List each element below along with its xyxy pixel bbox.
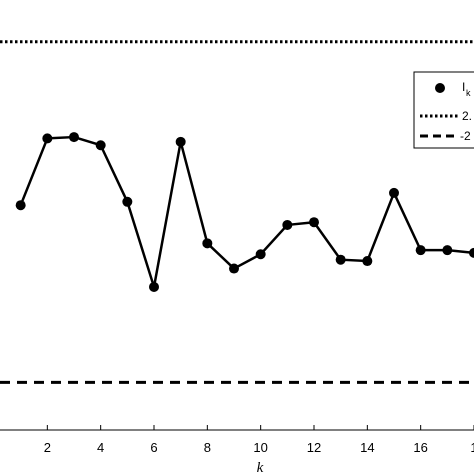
x-tick-label: 2 [44,440,51,455]
x-tick-label: 10 [253,440,267,455]
x-tick-label: 16 [413,440,427,455]
data-point [69,132,79,143]
data-point [15,200,26,211]
x-tick-label: 8 [204,440,211,455]
x-tick-label: 6 [150,440,157,455]
data-point [335,254,346,265]
series-group [15,132,474,292]
data-point [415,245,426,256]
legend-box [413,71,474,149]
series-line-ik [19,135,474,289]
data-point [175,136,186,147]
x-tick-label: 1 [470,440,474,455]
data-point [362,256,373,267]
legend-label-lower: -2 [460,129,471,143]
data-point [389,187,399,198]
legend-label-ik: I [462,80,465,94]
data-point [229,263,239,274]
data-point [202,238,213,249]
data-point [149,281,159,292]
legend-marker-ik [435,83,445,93]
x-tick-label: 12 [307,440,321,455]
x-ticks: 2 4 6 8 10 12 14 16 1 [44,425,474,455]
data-point [282,219,293,230]
x-tick-label: 4 [97,440,104,455]
legend-label-subscript: k [466,88,471,98]
data-point [255,249,266,260]
data-point [95,140,106,151]
reference-lines [0,40,474,384]
data-point [309,217,319,228]
legend-label-upper: 2. [462,109,472,123]
data-point [469,247,474,258]
x-tick-label: 14 [360,440,374,455]
data-point [42,133,53,144]
data-point [442,245,453,256]
data-point [122,196,133,207]
x-axis-label: k [257,460,264,474]
